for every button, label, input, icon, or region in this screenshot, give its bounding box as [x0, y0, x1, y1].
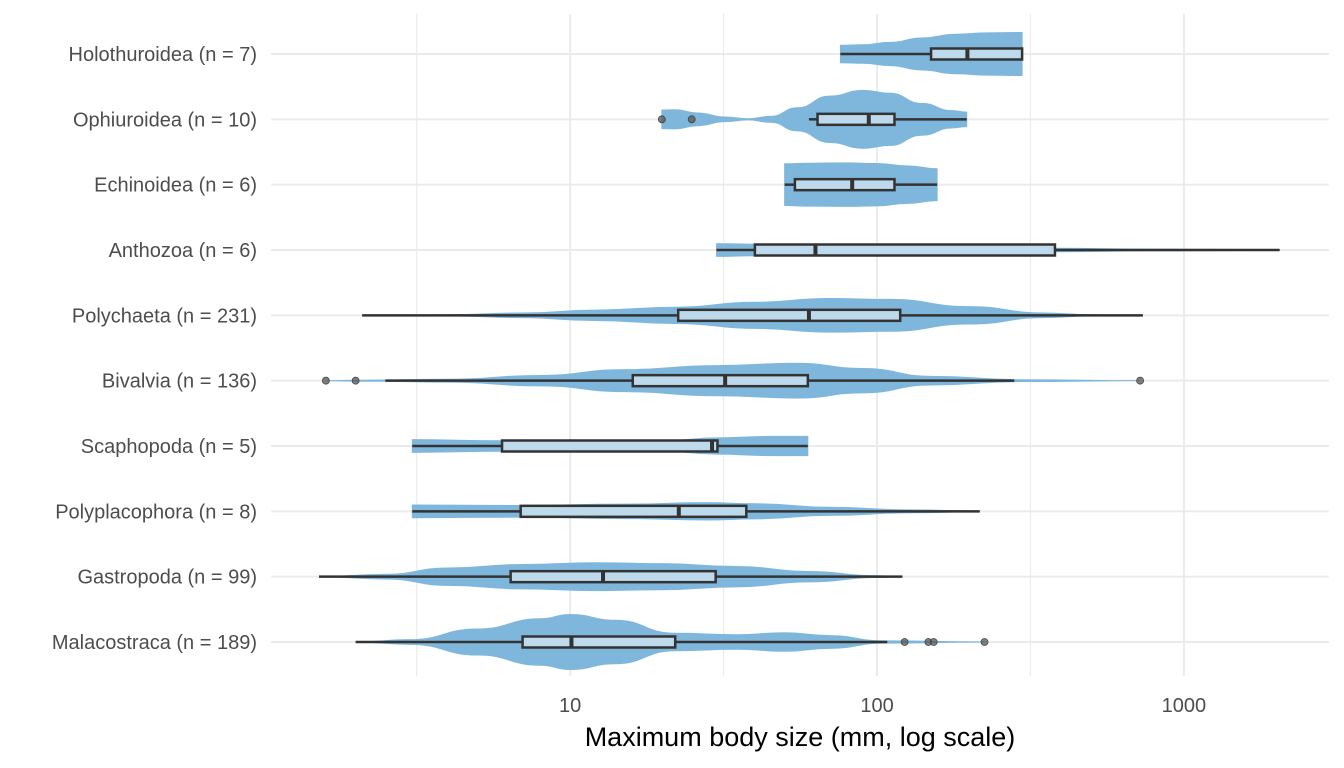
y-axis-label: Malacostraca (n = 189)	[52, 632, 257, 654]
outlier-point	[1136, 376, 1145, 385]
outlier-point	[687, 115, 696, 124]
outlier-point	[900, 638, 909, 646]
y-axis-label: Echinoidea (n = 6)	[94, 175, 257, 197]
boxplots	[319, 47, 1280, 649]
outlier-point	[657, 115, 666, 124]
y-axis-labels: Holothuroidea (n = 7) Ophiuroidea (n = 10…	[52, 44, 257, 654]
box-iqr	[816, 112, 896, 127]
outlier-point	[980, 638, 989, 646]
box-iqr	[793, 177, 896, 192]
y-axis-label: Anthozoa (n = 6)	[109, 240, 257, 262]
box-iqr	[929, 47, 1024, 61]
y-axis-label: Gastropoda (n = 99)	[77, 567, 257, 589]
outlier-point	[929, 638, 938, 646]
box-iqr	[521, 635, 677, 649]
x-axis-title: Maximum body size (mm, log scale)	[585, 722, 1016, 752]
y-axis-label: Bivalvia (n = 136)	[102, 371, 257, 393]
outlier-point	[321, 376, 330, 385]
y-axis-label: Ophiuroidea (n = 10)	[73, 109, 257, 131]
y-axis-label: Polyplacophora (n = 8)	[55, 501, 257, 523]
violins	[319, 32, 1281, 671]
box-iqr	[631, 373, 810, 388]
y-axis-label: Polychaeta (n = 231)	[72, 305, 257, 327]
x-axis-ticks: 10 100 1000	[559, 695, 1206, 717]
x-tick-label: 1000	[1162, 695, 1207, 717]
box-iqr	[519, 504, 748, 519]
x-tick-label: 10	[559, 695, 581, 717]
x-tick-label: 100	[860, 695, 893, 717]
box-iqr	[676, 308, 902, 323]
outlier-point	[351, 376, 360, 385]
y-axis-label: Scaphopoda (n = 5)	[81, 436, 257, 458]
box-iqr	[500, 439, 719, 453]
box-iqr	[509, 569, 717, 584]
box-iqr	[753, 243, 1057, 257]
y-axis-label: Holothuroidea (n = 7)	[69, 44, 257, 66]
